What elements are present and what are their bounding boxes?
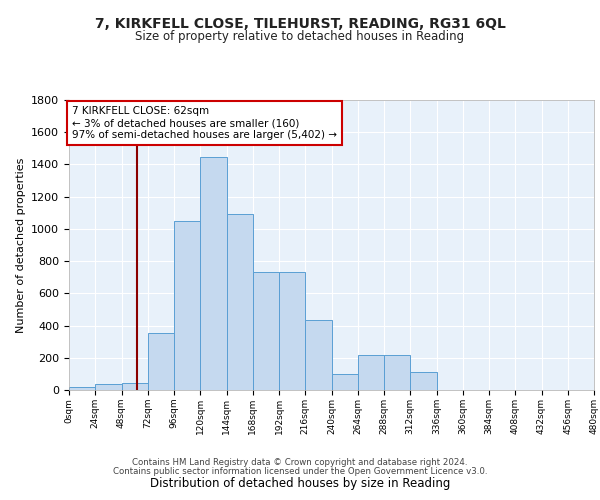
- Bar: [227, 214, 253, 390]
- Bar: [384, 354, 410, 390]
- Bar: [200, 157, 227, 390]
- Bar: [331, 374, 358, 390]
- Text: Contains public sector information licensed under the Open Government Licence v3: Contains public sector information licen…: [113, 467, 487, 476]
- Text: 7, KIRKFELL CLOSE, TILEHURST, READING, RG31 6QL: 7, KIRKFELL CLOSE, TILEHURST, READING, R…: [95, 18, 505, 32]
- Text: 7 KIRKFELL CLOSE: 62sqm
← 3% of detached houses are smaller (160)
97% of semi-de: 7 KIRKFELL CLOSE: 62sqm ← 3% of detached…: [72, 106, 337, 140]
- Y-axis label: Number of detached properties: Number of detached properties: [16, 158, 26, 332]
- Bar: [69, 387, 95, 390]
- Bar: [121, 383, 148, 390]
- Bar: [174, 221, 200, 390]
- Text: Size of property relative to detached houses in Reading: Size of property relative to detached ho…: [136, 30, 464, 43]
- Bar: [305, 320, 331, 390]
- Bar: [410, 372, 437, 390]
- Text: Contains HM Land Registry data © Crown copyright and database right 2024.: Contains HM Land Registry data © Crown c…: [132, 458, 468, 467]
- Bar: [95, 384, 121, 390]
- Text: Distribution of detached houses by size in Reading: Distribution of detached houses by size …: [150, 477, 450, 490]
- Bar: [358, 354, 384, 390]
- Bar: [253, 272, 279, 390]
- Bar: [148, 333, 174, 390]
- Bar: [279, 272, 305, 390]
